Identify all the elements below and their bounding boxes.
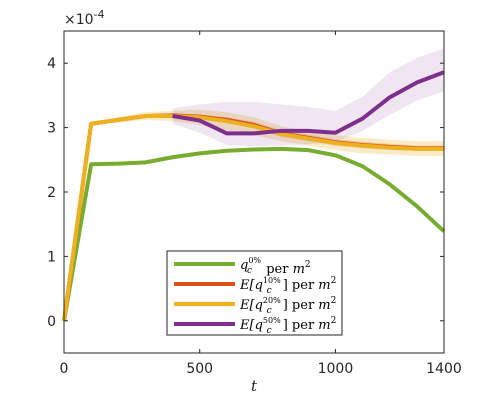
legend-unit: m xyxy=(318,298,330,313)
legend-unit-exponent: 2 xyxy=(331,276,337,286)
legend-superscript: 20% xyxy=(263,296,281,305)
y-tick-label: 2 xyxy=(47,185,56,201)
legend-suffix: per xyxy=(262,262,293,277)
y-tick-label: 0 xyxy=(47,314,56,330)
y-tick-label: 3 xyxy=(47,121,56,137)
legend-suffix: per xyxy=(288,278,319,293)
legend-suffix: per xyxy=(288,318,319,333)
legend-expectation-open: E[ xyxy=(239,318,255,333)
legend-subscript: c xyxy=(267,286,272,296)
x-tick-label: 1400 xyxy=(426,361,462,377)
legend-superscript: 0% xyxy=(248,256,261,265)
legend-subscript: c xyxy=(247,266,252,276)
x-tick-label: 500 xyxy=(186,361,213,377)
y-tick-label: 1 xyxy=(47,249,56,265)
legend-unit-exponent: 2 xyxy=(305,260,311,270)
x-tick-label: 1000 xyxy=(318,361,354,377)
legend-symbol: q xyxy=(255,318,263,333)
legend-expectation-open: E[ xyxy=(239,298,255,313)
legend-symbol: q xyxy=(255,298,263,313)
legend-superscript: 10% xyxy=(263,276,281,285)
y-tick-label: 4 xyxy=(47,56,56,72)
legend-subscript: c xyxy=(267,306,272,316)
legend-suffix: per xyxy=(288,298,319,313)
legend-subscript: c xyxy=(267,326,272,336)
multiplier-exponent: -4 xyxy=(94,8,105,21)
legend: q0%c per m2E[q10%c] per m2E[q20%c] per m… xyxy=(167,251,342,336)
x-tick-label: 0 xyxy=(60,361,69,377)
legend-unit: m xyxy=(293,262,305,277)
legend-expectation-open: E[ xyxy=(239,278,255,293)
legend-symbol: q xyxy=(255,278,263,293)
legend-unit-exponent: 2 xyxy=(331,316,337,326)
legend-superscript: 50% xyxy=(263,316,281,325)
legend-unit: m xyxy=(318,318,330,333)
legend-unit-exponent: 2 xyxy=(331,296,337,306)
multiplier-base: ×10 xyxy=(64,12,94,28)
x-axis-label: t xyxy=(251,377,258,395)
legend-unit: m xyxy=(318,278,330,293)
